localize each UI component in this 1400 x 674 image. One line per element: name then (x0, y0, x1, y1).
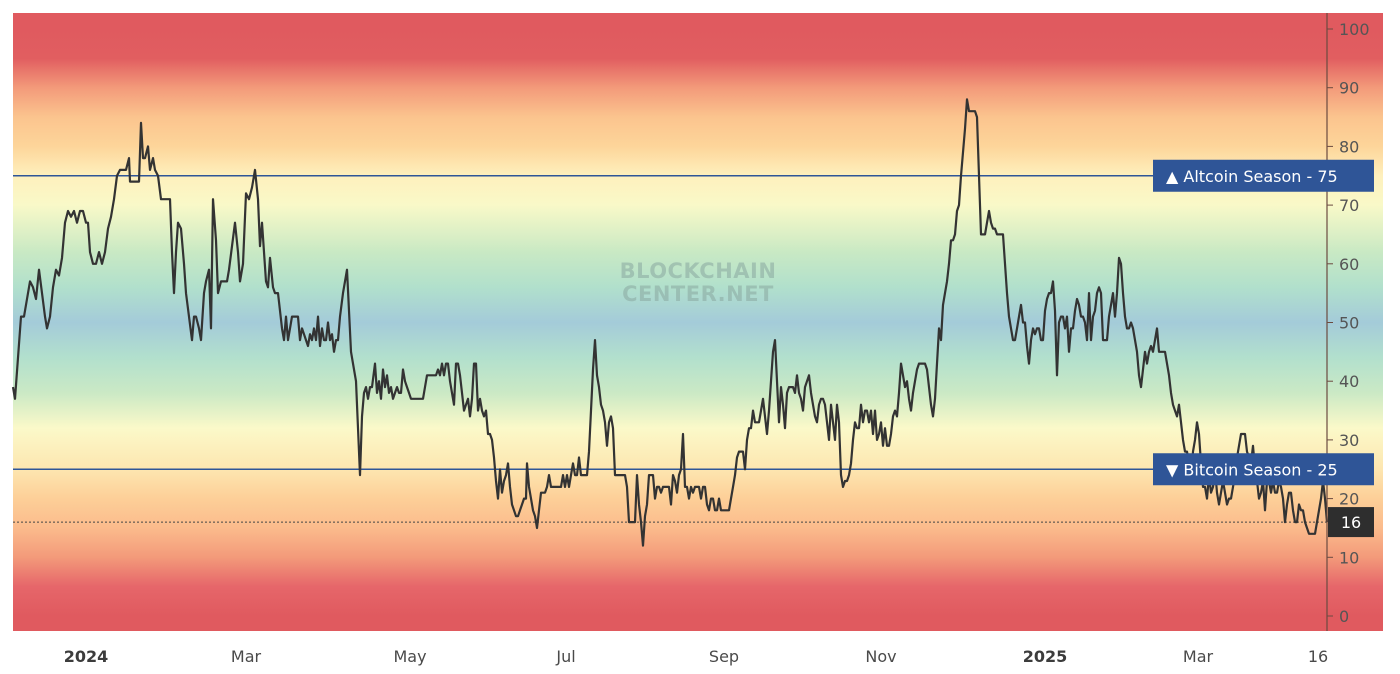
threshold-tags: ▲ Altcoin Season - 75 ▼ Bitcoin Season - … (1153, 159, 1374, 486)
y-tick-label: 20 (1339, 490, 1359, 509)
y-tick-label: 100 (1339, 20, 1370, 39)
index-line[interactable] (11, 98, 1329, 547)
y-axis-ticks: 0 10 20 30 40 50 60 70 80 90 100 (1327, 20, 1370, 626)
current-value-tag: 16 (1328, 507, 1374, 538)
plot-area (13, 13, 1383, 631)
y-tick-label: 90 (1339, 79, 1359, 98)
y-tick-label: 80 (1339, 137, 1359, 156)
threshold-tag-75: ▲ Altcoin Season - 75 (1153, 159, 1374, 192)
y-tick-label: 50 (1339, 314, 1359, 333)
x-tick-label: Jul (555, 647, 575, 666)
x-tick-label: 2025 (1023, 647, 1068, 666)
x-tick-label: Sep (709, 647, 739, 666)
y-tick-label: 70 (1339, 196, 1359, 215)
watermark-line-1: BLOCKCHAIN (620, 259, 777, 283)
y-tick-label: 60 (1339, 255, 1359, 274)
watermark: BLOCKCHAIN CENTER.NET (620, 259, 777, 306)
x-tick-label: Nov (865, 647, 896, 666)
y-tick-label: 10 (1339, 548, 1359, 567)
threshold-tag-background (1153, 159, 1374, 192)
watermark-line-2: CENTER.NET (622, 282, 774, 306)
y-tick-label: 40 (1339, 372, 1359, 391)
threshold-tag-text: ▼ Bitcoin Season - 25 (1166, 460, 1338, 479)
threshold-tag-25: ▼ Bitcoin Season - 25 (1153, 453, 1374, 486)
x-tick-label: Mar (1183, 647, 1214, 666)
current-value-text: 16 (1341, 513, 1361, 532)
plot-background (13, 13, 1383, 631)
x-tick-label: 2024 (64, 647, 109, 666)
y-tick-label: 30 (1339, 431, 1359, 450)
threshold-tag-text: ▲ Altcoin Season - 75 (1166, 167, 1338, 186)
x-tick-label: Mar (231, 647, 262, 666)
y-tick-label: 0 (1339, 607, 1349, 626)
x-tick-label: 16 (1308, 647, 1328, 666)
x-tick-label: May (393, 647, 426, 666)
y-axis: 0 10 20 30 40 50 60 70 80 90 100 (1326, 13, 1370, 631)
threshold-lines (13, 175, 1327, 470)
threshold-tag-background (1153, 453, 1374, 486)
x-axis-labels: 2024 Mar May Jul Sep Nov 2025 Mar 16 (64, 647, 1328, 666)
current-value-badge (1328, 507, 1374, 538)
